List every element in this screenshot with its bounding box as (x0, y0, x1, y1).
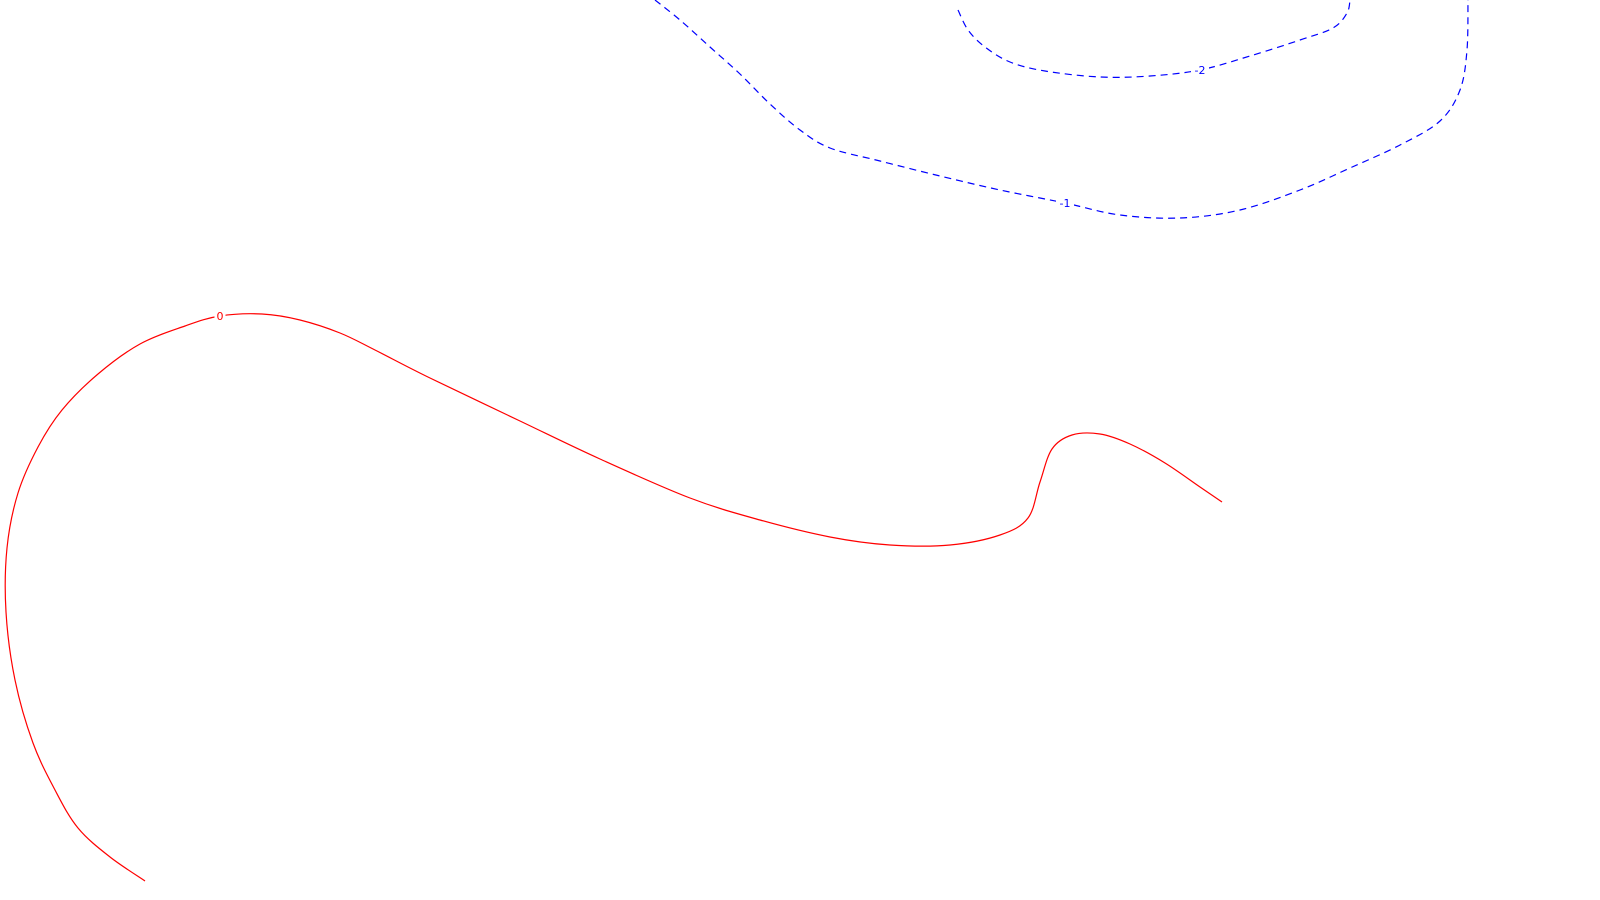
contour-label-text: 0 (217, 310, 224, 323)
contour-label-text: -1 (1060, 197, 1071, 210)
contour-label-level-neg1: -1 (1056, 196, 1074, 210)
contour-label-text: -2 (1195, 64, 1206, 77)
contour-label-level-0: 0 (214, 309, 226, 323)
contour-labels: 0 -1 -2 (214, 63, 1209, 323)
contour-line-level-0 (4, 313, 1223, 882)
contour-label-level-neg2: -2 (1191, 63, 1209, 77)
contour-lines (4, 0, 1469, 882)
contour-line-level-neg1 (654, 0, 1469, 219)
contour-line-level-neg2 (957, 0, 1351, 78)
